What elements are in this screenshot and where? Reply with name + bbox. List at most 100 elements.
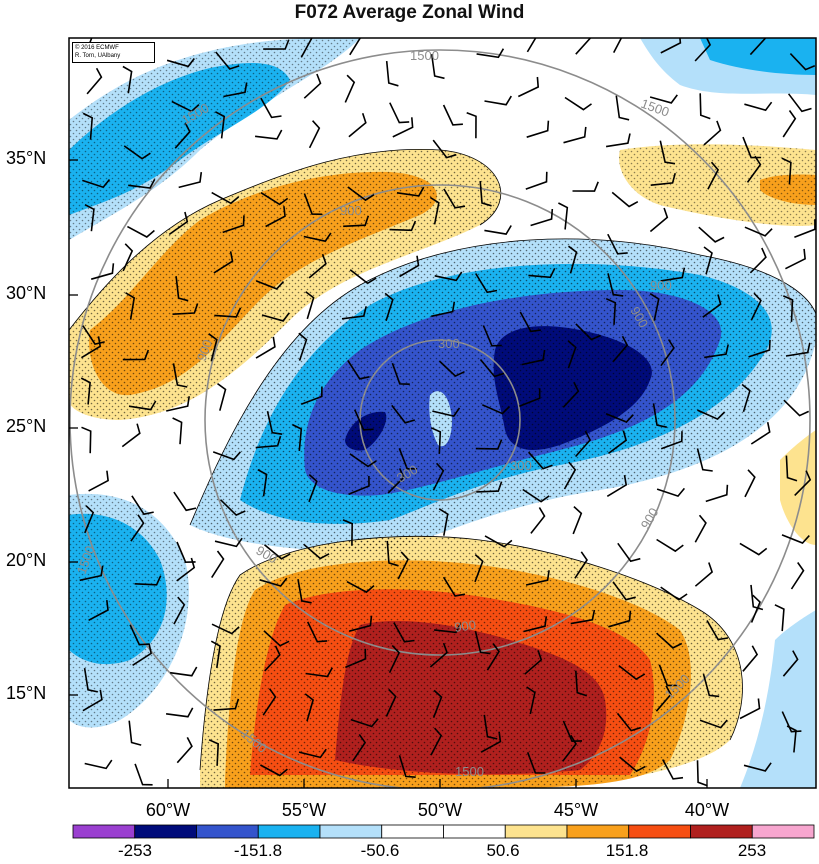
wind-barb bbox=[347, 186, 375, 202]
wind-barb bbox=[303, 543, 330, 560]
wind-barb bbox=[393, 622, 415, 643]
colorbar-swatch bbox=[381, 824, 444, 839]
wind-barb bbox=[484, 535, 513, 548]
wind-barb bbox=[476, 48, 505, 59]
wind-barb bbox=[122, 65, 133, 94]
wind-barb bbox=[348, 475, 370, 495]
colorbar-swatch bbox=[566, 824, 630, 839]
wind-barb bbox=[263, 39, 290, 50]
wind-barb bbox=[612, 335, 629, 363]
wind-barb bbox=[575, 323, 601, 341]
wind-barb bbox=[611, 191, 639, 208]
wind-barb bbox=[787, 93, 812, 113]
lat-label-30n: 30°N bbox=[6, 283, 47, 303]
wind-barb bbox=[397, 551, 409, 580]
wind-barb bbox=[694, 38, 712, 62]
wind-barb bbox=[702, 673, 720, 698]
wind-barb bbox=[434, 271, 463, 282]
wind-barb bbox=[130, 514, 145, 542]
wind-barb bbox=[81, 426, 92, 454]
wind-barb bbox=[84, 759, 113, 770]
wind-barb bbox=[742, 645, 759, 672]
wind-barb bbox=[398, 755, 416, 778]
wind-barb bbox=[211, 191, 240, 205]
wind-barb bbox=[392, 117, 414, 138]
contour-label: 1500 bbox=[455, 764, 484, 779]
wind-barb bbox=[214, 307, 242, 318]
wind-barb bbox=[211, 623, 240, 635]
wind-barb bbox=[483, 714, 498, 740]
wind-barb bbox=[389, 102, 410, 124]
wind-barb bbox=[82, 689, 103, 712]
wind-barb bbox=[219, 499, 246, 517]
wind-barb bbox=[530, 507, 546, 534]
wind-barb bbox=[480, 731, 502, 753]
wind-barb bbox=[308, 253, 327, 279]
wind-barb bbox=[562, 720, 583, 743]
wind-barb bbox=[217, 382, 227, 411]
wind-barb bbox=[123, 145, 151, 160]
wind-barb bbox=[572, 506, 583, 535]
map-frame bbox=[68, 37, 817, 789]
wind-barb bbox=[132, 643, 152, 666]
wind-barb bbox=[794, 219, 816, 239]
wind-barb bbox=[774, 604, 785, 632]
wind-barb bbox=[172, 363, 188, 388]
wind-barb bbox=[743, 762, 772, 772]
wind-barb bbox=[88, 600, 109, 622]
wind-barb bbox=[655, 685, 672, 712]
wind-barb bbox=[741, 383, 751, 413]
wind-barb bbox=[750, 292, 762, 321]
wind-barb bbox=[222, 215, 245, 234]
wind-barb bbox=[656, 632, 683, 649]
wind-barb bbox=[388, 644, 401, 674]
wind-barb bbox=[785, 248, 806, 270]
wind-barb bbox=[608, 430, 628, 455]
wind-barb bbox=[562, 734, 577, 762]
contour-label: 900 bbox=[453, 617, 477, 635]
wind-barb bbox=[649, 293, 660, 321]
wind-barb bbox=[568, 245, 578, 274]
wind-barb bbox=[558, 202, 569, 230]
colorbar-swatch bbox=[72, 824, 136, 839]
wind-barb bbox=[750, 422, 771, 445]
wind-barb bbox=[255, 435, 282, 449]
wind-barb bbox=[660, 339, 675, 367]
contour-label: 300 bbox=[510, 458, 532, 473]
wind-barb bbox=[699, 93, 711, 120]
wind-barb bbox=[526, 120, 550, 138]
wind-barb bbox=[176, 737, 193, 764]
wind-barb bbox=[739, 698, 761, 720]
wind-barb bbox=[789, 53, 816, 71]
wind-barb bbox=[443, 188, 466, 209]
wind-barb bbox=[527, 451, 553, 470]
wind-barb bbox=[429, 642, 448, 668]
wind-barb bbox=[79, 565, 104, 582]
wind-barb bbox=[434, 623, 462, 634]
wind-barb bbox=[618, 664, 646, 681]
wind-barb bbox=[430, 727, 443, 756]
wind-barb bbox=[261, 312, 290, 322]
wind-barb bbox=[563, 126, 587, 144]
wind-barb bbox=[608, 610, 632, 628]
lon-label-55w: 55°W bbox=[281, 800, 327, 820]
wind-barb bbox=[781, 711, 802, 733]
wind-barb bbox=[430, 427, 442, 454]
wind-barb bbox=[260, 192, 289, 206]
wind-barb bbox=[562, 381, 580, 408]
wind-barb bbox=[605, 133, 631, 148]
wind-barb bbox=[616, 712, 642, 732]
wind-barb bbox=[347, 359, 370, 380]
wind-barbs bbox=[79, 38, 816, 787]
wind-barb bbox=[86, 67, 103, 95]
wind-barb bbox=[650, 172, 676, 186]
wind-barb bbox=[748, 339, 771, 358]
wind-barb bbox=[479, 181, 492, 207]
wind-barb bbox=[744, 101, 773, 112]
contour-label: 900 bbox=[194, 338, 216, 364]
wind-barb bbox=[255, 336, 276, 359]
wind-barb bbox=[466, 111, 477, 139]
wind-barb bbox=[521, 349, 546, 366]
wind-barb bbox=[84, 505, 95, 534]
wind-barb bbox=[134, 575, 162, 586]
